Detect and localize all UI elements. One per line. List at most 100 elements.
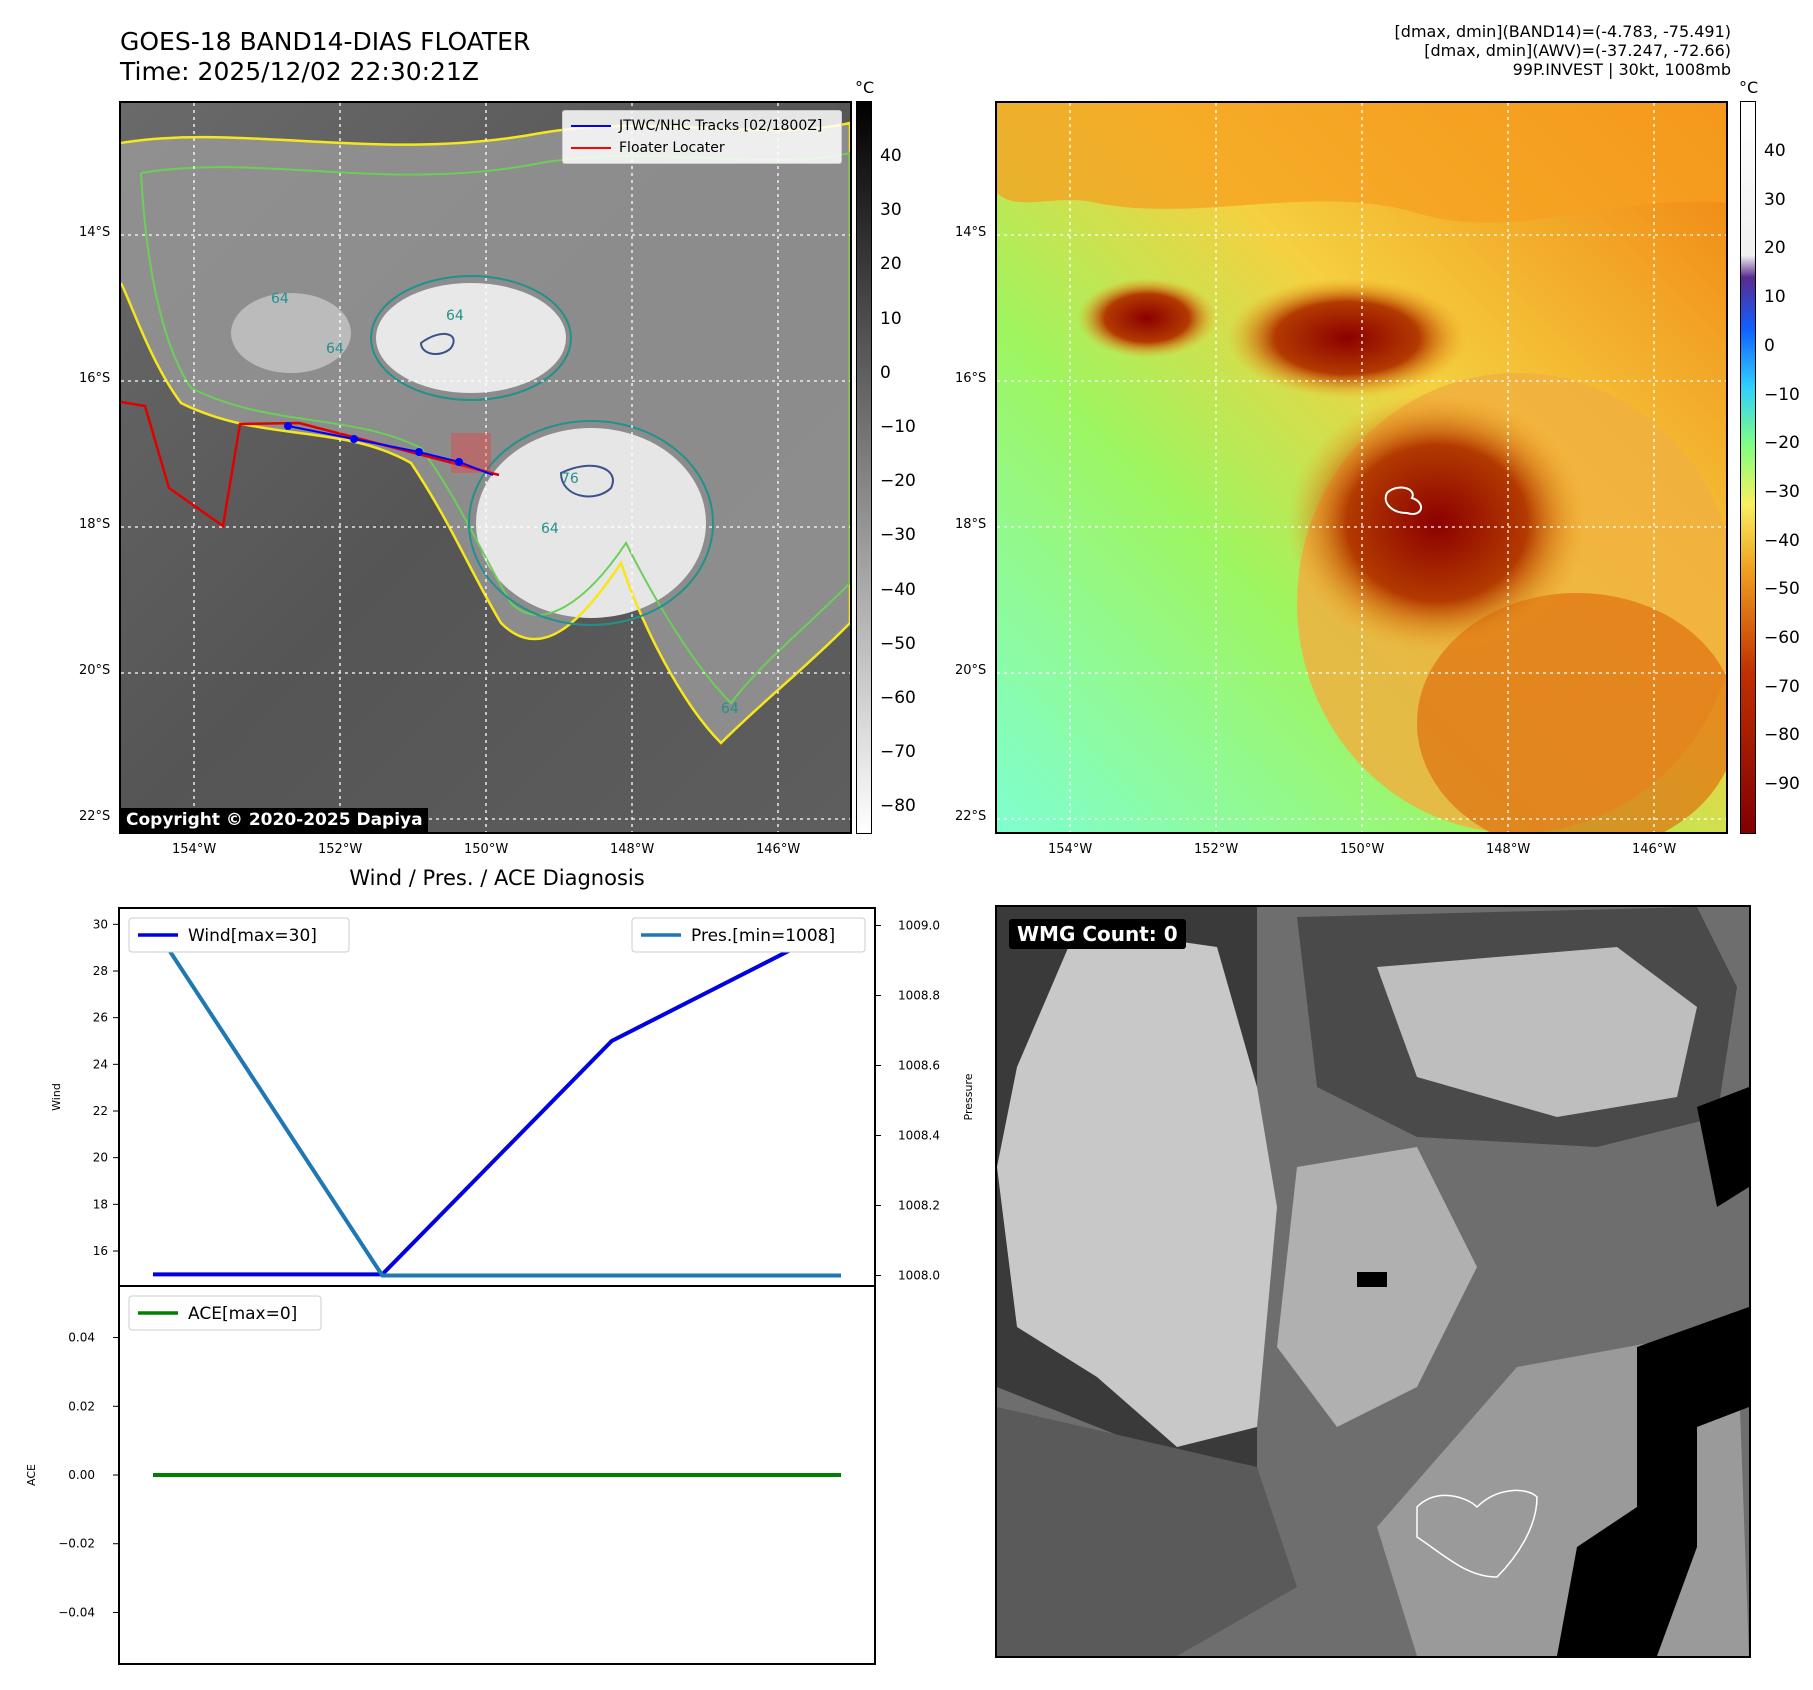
ir-cloud-west (231, 293, 351, 373)
ir-contour-labels: 64 64 64 64 76 64 (271, 291, 739, 717)
pressure-axis-ticks: 1009.0 1008.8 1008.6 1008.4 1008.2 1008.0 (875, 919, 940, 1283)
lon-label: 154°W (172, 842, 217, 857)
title-line-1: GOES-18 BAND14-DIAS FLOATER (120, 27, 531, 56)
wmg-light-west (997, 927, 1277, 1447)
pressure-tick-label: 1008.4 (898, 1129, 940, 1143)
wmg-black-east (1697, 1087, 1749, 1207)
lon-label: 148°W (610, 842, 655, 857)
legend-wind-label: Wind[max=30] (188, 926, 317, 946)
colorbar-tick: −80 (1764, 725, 1800, 746)
colorbar-tick: −60 (880, 688, 916, 708)
pressure-series-line (151, 924, 841, 1278)
lon-label: 152°W (318, 842, 363, 857)
wmg-count-label: WMG Count: 0 (1009, 919, 1186, 949)
color-cold-top-center (1287, 393, 1587, 653)
color-map-canvas (997, 103, 1726, 832)
colorbar-tick: −40 (880, 579, 916, 600)
colorbar-tick: 30 (880, 200, 902, 221)
ace-tick-label: 0.02 (68, 1399, 95, 1413)
contour-green (140, 151, 850, 705)
lat-label: 22°S (79, 809, 111, 824)
ace-tick-label: 0.04 (68, 1331, 95, 1345)
colorbar-tick: 20 (880, 254, 902, 275)
ir-cold-cloud-center (476, 428, 706, 618)
ace-tick-label: −0.02 (58, 1537, 95, 1551)
colorbar-tick: 40 (1764, 141, 1786, 161)
contour-label: 76 (561, 471, 579, 487)
colorbar-tick: −20 (880, 471, 916, 492)
colorbar-tick: −70 (1764, 676, 1800, 697)
lon-label: 150°W (464, 842, 509, 857)
pressure-axis-label: Pressure (962, 1073, 975, 1120)
color-graticule (997, 103, 1726, 832)
ace-tick-label: −0.04 (58, 1605, 95, 1619)
ir-map-canvas: 64 64 64 64 76 64 (121, 103, 850, 832)
lat-label: 14°S (955, 225, 987, 240)
color-colorbar-unit: °C (1739, 78, 1759, 97)
colorbar-tick: −30 (880, 525, 916, 546)
colorbar-tick: −50 (1764, 579, 1800, 600)
color-cold-top-north (1227, 278, 1467, 398)
wind-axis-label: Wind (50, 1083, 63, 1111)
contour-teal-center (468, 420, 714, 626)
lat-label: 18°S (79, 517, 111, 532)
diagnosis-series (151, 922, 842, 1477)
contour-label: 64 (271, 291, 289, 307)
copyright-label: Copyright © 2020-2025 Dapiya (121, 808, 428, 832)
wmg-contour-white (1416, 1489, 1538, 1578)
colorbar-tick: −90 (1764, 774, 1800, 795)
ir-colorbar (856, 101, 872, 834)
ir-legend: JTWC/NHC Tracks [02/1800Z] Floater Locat… (562, 110, 842, 164)
contour-teal-north (370, 275, 572, 401)
jtwc-track-points (284, 422, 463, 466)
contour-label: 64 (721, 701, 739, 717)
wmg-light-north (1377, 947, 1697, 1117)
floater-locater-line (121, 400, 500, 529)
color-colorbar (1740, 101, 1756, 834)
pressure-tick-label: 1008.8 (898, 989, 940, 1003)
legend-pressure-label: Pres.[min=1008] (691, 926, 835, 946)
ace-tick-label: 0.00 (68, 1468, 95, 1482)
lat-label: 18°S (955, 517, 987, 532)
diagnosis-chart: 30 28 26 24 22 20 18 16 1009.0 1008.8 1008.6 1008.… (25, 907, 975, 1665)
lon-label: 152°W (1194, 842, 1239, 857)
lat-label: 20°S (79, 663, 111, 678)
colorbar-tick: 20 (1764, 238, 1786, 259)
wmg-gray-southwest (997, 1407, 1297, 1656)
lat-label: 20°S (955, 663, 987, 678)
wind-tick-label: 20 (93, 1151, 108, 1165)
wmg-black-cell (1357, 1272, 1387, 1287)
lat-label: 16°S (79, 371, 111, 386)
wind-tick-label: 22 (93, 1104, 108, 1118)
ace-axis-ticks: 0.04 0.02 0.00 −0.02 −0.04 (58, 1331, 119, 1619)
legend-pressure: Pres.[min=1008] (631, 917, 866, 953)
lon-label: 154°W (1048, 842, 1093, 857)
color-warm-southeast (1417, 593, 1726, 832)
legend-label: JTWC/NHC Tracks [02/1800Z] (619, 118, 823, 134)
wind-series-line (153, 922, 842, 1277)
colorbar-tick: −10 (880, 417, 916, 437)
color-map-panel (995, 101, 1728, 834)
contour-label: 64 (326, 341, 344, 357)
colorbar-tick: −10 (1764, 384, 1800, 405)
info-line-3: 99P.INVEST | 30kt, 1008mb (1512, 60, 1731, 79)
pressure-tick-label: 1008.6 (898, 1059, 940, 1073)
colorbar-tick: 10 (880, 308, 902, 329)
legend-swatch (571, 125, 611, 127)
legend-wind: Wind[max=30] (128, 917, 350, 953)
wind-tick-label: 28 (93, 964, 108, 978)
colorbar-tick: −20 (1764, 433, 1800, 454)
pressure-tick-label: 1008.2 (898, 1199, 940, 1213)
pressure-tick-label: 1009.0 (898, 919, 940, 933)
colorbar-tick: −70 (880, 742, 916, 763)
colorbar-tick: 0 (1764, 335, 1775, 356)
legend-label: Floater Locater (619, 140, 725, 156)
contour-navy-north (419, 333, 455, 355)
pressure-tick-label: 1008.0 (898, 1269, 940, 1283)
colorbar-tick: −30 (1764, 481, 1800, 502)
ace-axis-label: ACE (25, 1464, 38, 1486)
legend-ace: ACE[max=0] (128, 1295, 322, 1331)
colorbar-tick: 30 (1764, 189, 1786, 210)
colorbar-tick: 40 (880, 146, 902, 166)
info-line-1: [dmax, dmin](BAND14)=(-4.783, -75.491) (1394, 22, 1731, 41)
